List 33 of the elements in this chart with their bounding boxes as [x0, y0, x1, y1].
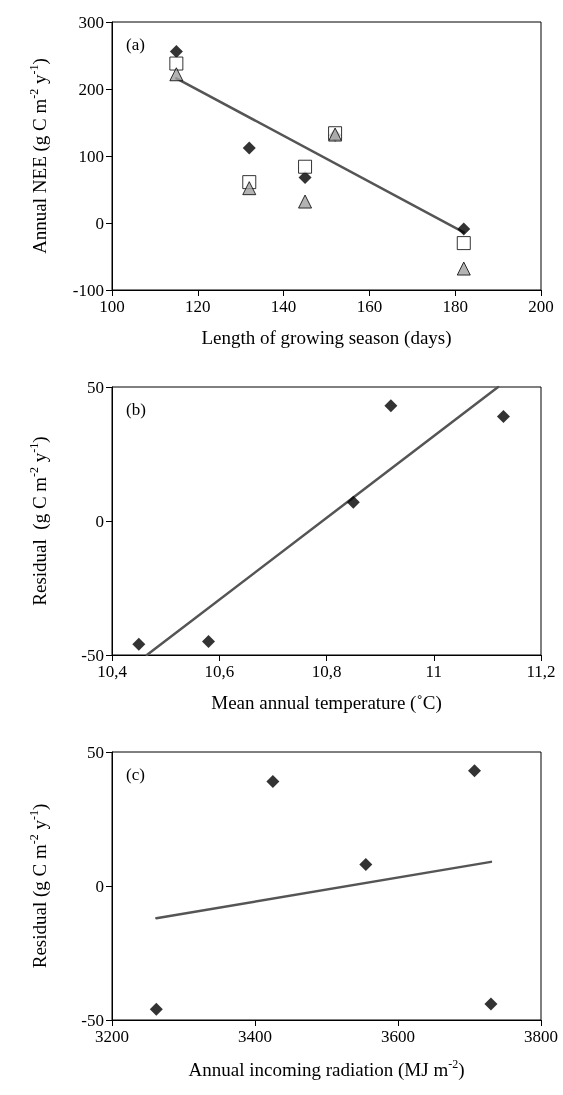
- annotation: (a): [126, 35, 145, 54]
- y-tick-label: -50: [81, 645, 104, 665]
- x-tick-label: 3400: [238, 1027, 272, 1046]
- y-tick-label: 0: [95, 213, 104, 233]
- x-tick-label: 120: [185, 297, 211, 316]
- y-axis-title: Annual NEE (g C m-2 y-1): [27, 58, 51, 254]
- annotation: (b): [126, 400, 146, 419]
- x-tick-label: 180: [442, 297, 468, 316]
- y-tick-label: 200: [78, 79, 104, 99]
- x-tick-label: 160: [356, 297, 383, 316]
- y-tick-label: 50: [87, 377, 104, 397]
- x-tick-label: 3600: [381, 1027, 415, 1046]
- x-tick-label: 10,8: [311, 662, 342, 681]
- y-axis-title: Residual (g C m-2 y-1): [27, 436, 51, 606]
- y-tick-label: 50: [87, 742, 104, 762]
- y-tick-label: 0: [95, 876, 104, 896]
- x-axis-title: Mean annual temperature (˚C): [211, 692, 442, 714]
- x-tick-label: 10,4: [97, 662, 128, 681]
- x-axis-title: Length of growing season (days): [201, 327, 452, 349]
- y-axis-title: Residual (g C m-2 y-1): [27, 803, 51, 969]
- y-tick-label: -50: [81, 1010, 104, 1030]
- x-tick-label: 11,2: [526, 662, 556, 681]
- x-tick-label: 200: [528, 297, 554, 316]
- y-tick-label: -100: [72, 280, 104, 300]
- y-tick-label: 100: [78, 146, 104, 166]
- x-tick-label: 11: [425, 662, 442, 681]
- y-tick-label: 0: [95, 511, 104, 531]
- x-tick-label: 10,6: [204, 662, 235, 681]
- x-tick-label: 3200: [95, 1027, 129, 1046]
- x-tick-label: 140: [270, 297, 297, 316]
- annotation: (c): [126, 765, 145, 784]
- x-tick-label: 3800: [524, 1027, 558, 1046]
- y-tick-label: 300: [78, 12, 104, 32]
